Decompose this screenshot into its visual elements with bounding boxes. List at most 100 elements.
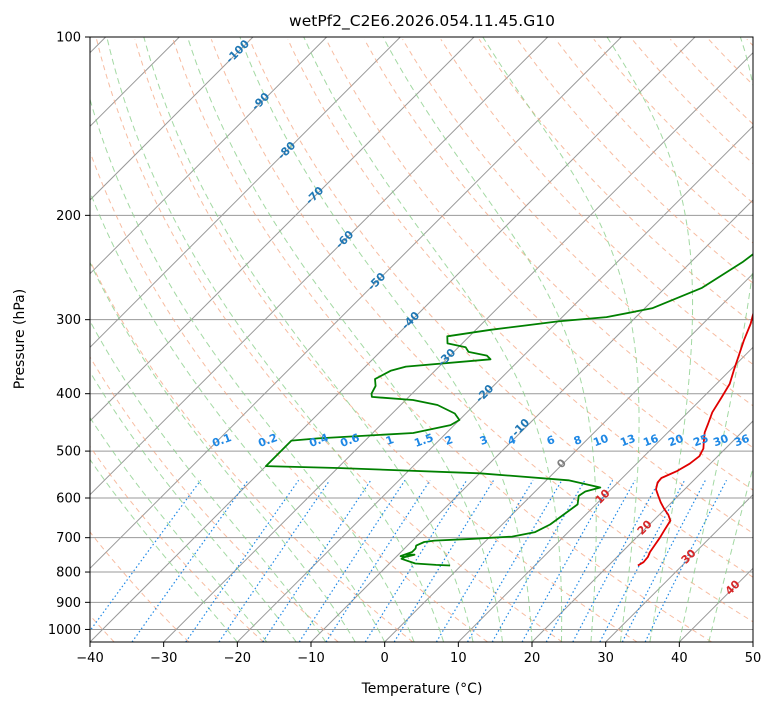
isotherm-line <box>90 37 696 642</box>
x-tick-label: 50 <box>745 651 762 666</box>
mixing-ratio-line <box>435 479 534 642</box>
moist-adiabat-line <box>187 37 504 642</box>
mixing-ratio-line <box>325 479 431 642</box>
dry-adiabat-line <box>90 150 488 642</box>
dry-adiabat-line <box>325 39 753 491</box>
x-tick-label: 30 <box>597 651 614 666</box>
mixing-ratio-line <box>298 479 406 642</box>
moist-adiabat-line <box>90 97 415 642</box>
mixing-ratio-label: 8 <box>572 433 584 448</box>
y-axis-label: Pressure (hPa) <box>12 289 28 389</box>
isotherm-line <box>457 346 753 642</box>
mixing-ratio-line <box>545 479 636 642</box>
series-layer <box>264 253 753 567</box>
mixing-ratio-line <box>364 479 468 642</box>
mixing-ratio-line <box>572 479 661 642</box>
moist-adiabat-line <box>708 465 753 642</box>
mixing-ratio-label: 6 <box>545 433 557 448</box>
isotherm-line <box>90 37 622 570</box>
y-tick-label: 1000 <box>48 623 81 638</box>
mixing-ratio-label: 25 <box>691 432 710 449</box>
moist-adiabat-line <box>106 37 445 642</box>
y-tick-label: 200 <box>56 209 81 224</box>
moist-adiabat-line <box>90 416 268 642</box>
isotherm-line <box>90 37 475 422</box>
y-tick-label: 600 <box>56 492 81 507</box>
mixing-ratio-line <box>185 479 300 642</box>
y-tick-label: 800 <box>56 566 81 581</box>
moist-adiabat-line <box>303 37 563 642</box>
dry-adiabat-line <box>593 38 753 204</box>
dry-adiabat-line <box>402 39 753 407</box>
isotherm-line <box>236 125 753 642</box>
y-tick-label: 700 <box>56 531 81 546</box>
isotherm-line <box>531 420 753 642</box>
x-tick-label: −40 <box>76 651 103 666</box>
mixing-ratio-label: 16 <box>641 432 660 450</box>
x-tick-label: −10 <box>297 651 324 666</box>
x-tick-label: 10 <box>450 651 467 666</box>
annotation-labels: -100-90-80-70-60-50-40-30-20-10010203040… <box>210 37 751 598</box>
x-tick-label: −30 <box>150 651 177 666</box>
dewpoint-line <box>264 253 753 567</box>
y-tick-label: 300 <box>56 313 81 328</box>
x-tick-label: 20 <box>524 651 541 666</box>
y-tick-label: 900 <box>56 596 81 611</box>
mixing-ratio-label: 0.6 <box>338 431 361 450</box>
temperature-line <box>637 311 753 567</box>
moist-adiabat-line <box>90 190 386 642</box>
dry-adiabat-line <box>90 531 190 642</box>
mixing-ratio-label: 3 <box>478 433 490 448</box>
dry-adiabat-line <box>516 38 753 284</box>
mixing-ratio-label: 20 <box>666 432 685 450</box>
isotherm-line <box>163 51 753 642</box>
mixing-ratio-label: 1.5 <box>412 431 435 450</box>
mixing-ratio-label: 2 <box>443 433 455 448</box>
mixing-ratio-line <box>90 479 202 632</box>
mixing-ratio-label: 1 <box>384 433 396 448</box>
x-tick-label: 0 <box>381 651 389 666</box>
moist-adiabat-line <box>90 261 356 642</box>
moist-adiabat-line <box>90 320 327 642</box>
isotherm-line <box>90 37 254 201</box>
plot-frame <box>89 36 754 643</box>
background-lines <box>90 37 753 642</box>
y-tick-label: 100 <box>56 31 81 46</box>
axes: −40 −30 −20 −10 0 10 20 30 40 5010020030040050060… <box>48 31 761 667</box>
moist-adiabat-line <box>606 37 694 642</box>
moist-adiabat-line <box>143 37 474 642</box>
dry-adiabat-line <box>90 356 339 642</box>
x-axis-label: Temperature (°C) <box>361 681 483 697</box>
x-tick-label: 40 <box>671 651 688 666</box>
x-tick-label: −20 <box>224 651 251 666</box>
isotherm-line <box>384 272 753 642</box>
mixing-ratio-label: 30 <box>711 432 730 450</box>
dry-adiabat-line <box>478 38 753 325</box>
moist-adiabat-line <box>482 37 640 642</box>
isotherm-line <box>90 37 328 275</box>
dry-adiabat-line <box>631 38 753 165</box>
dry-adiabat-line <box>134 39 638 642</box>
mixing-ratio-label: 4 <box>506 433 518 448</box>
mixing-ratio-label: 13 <box>618 432 637 449</box>
moist-adiabat-line <box>90 458 238 642</box>
mixing-ratio-line <box>393 479 495 642</box>
chart-title: wetPf2_C2E6.2026.054.11.45.G10 <box>289 12 555 31</box>
isotherm-line <box>90 37 401 349</box>
moist-adiabat-line <box>239 37 533 642</box>
y-tick-label: 400 <box>56 387 81 402</box>
mixing-ratio-line <box>644 479 728 642</box>
mixing-ratio-line <box>521 479 614 642</box>
mixing-ratio-line <box>599 479 686 642</box>
y-tick-label: 500 <box>56 445 81 460</box>
moist-adiabat-line <box>90 371 297 642</box>
mixing-ratio-line <box>218 479 331 642</box>
mixing-ratio-label: 10 <box>591 432 610 450</box>
dry-adiabat-line <box>249 39 753 578</box>
mixing-ratio-line <box>621 479 706 642</box>
mixing-ratio-label: 0.1 <box>210 431 233 450</box>
isotherm-line <box>90 37 549 496</box>
mixing-ratio-line <box>262 479 372 642</box>
